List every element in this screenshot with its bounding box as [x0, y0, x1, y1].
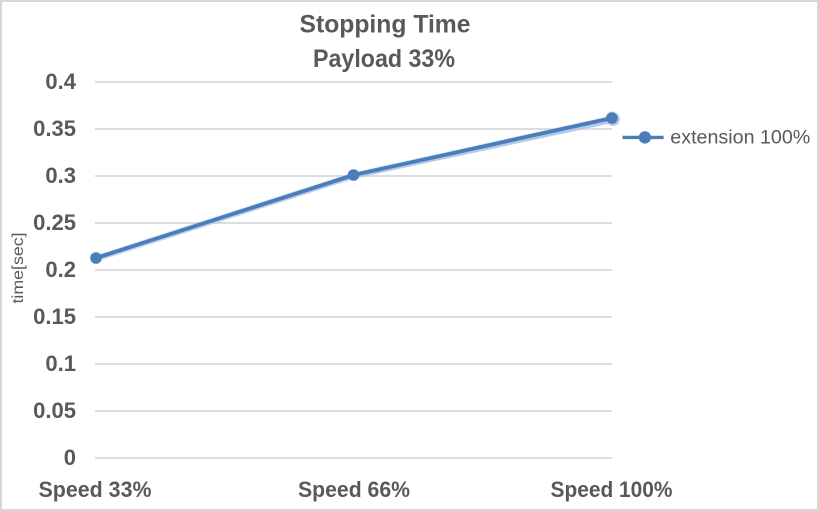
svg-text:0.25: 0.25	[33, 210, 76, 235]
svg-text:Speed 66%: Speed 66%	[298, 477, 410, 502]
svg-text:0.05: 0.05	[33, 398, 76, 423]
svg-text:Speed 33%: Speed 33%	[39, 477, 152, 502]
svg-text:Speed 100%: Speed 100%	[551, 477, 673, 502]
svg-text:extension 100%: extension 100%	[670, 128, 810, 149]
svg-text:0.1: 0.1	[45, 351, 76, 376]
svg-text:0.2: 0.2	[45, 257, 76, 282]
svg-text:time[sec]: time[sec]	[10, 233, 27, 304]
svg-text:Stopping Time: Stopping Time	[300, 10, 471, 38]
svg-text:0.4: 0.4	[45, 69, 76, 94]
svg-text:0.3: 0.3	[45, 163, 76, 188]
svg-text:0.15: 0.15	[33, 304, 76, 329]
svg-text:0.35: 0.35	[33, 116, 76, 141]
svg-text:Payload 33%: Payload 33%	[313, 45, 455, 73]
svg-text:0: 0	[64, 445, 76, 470]
